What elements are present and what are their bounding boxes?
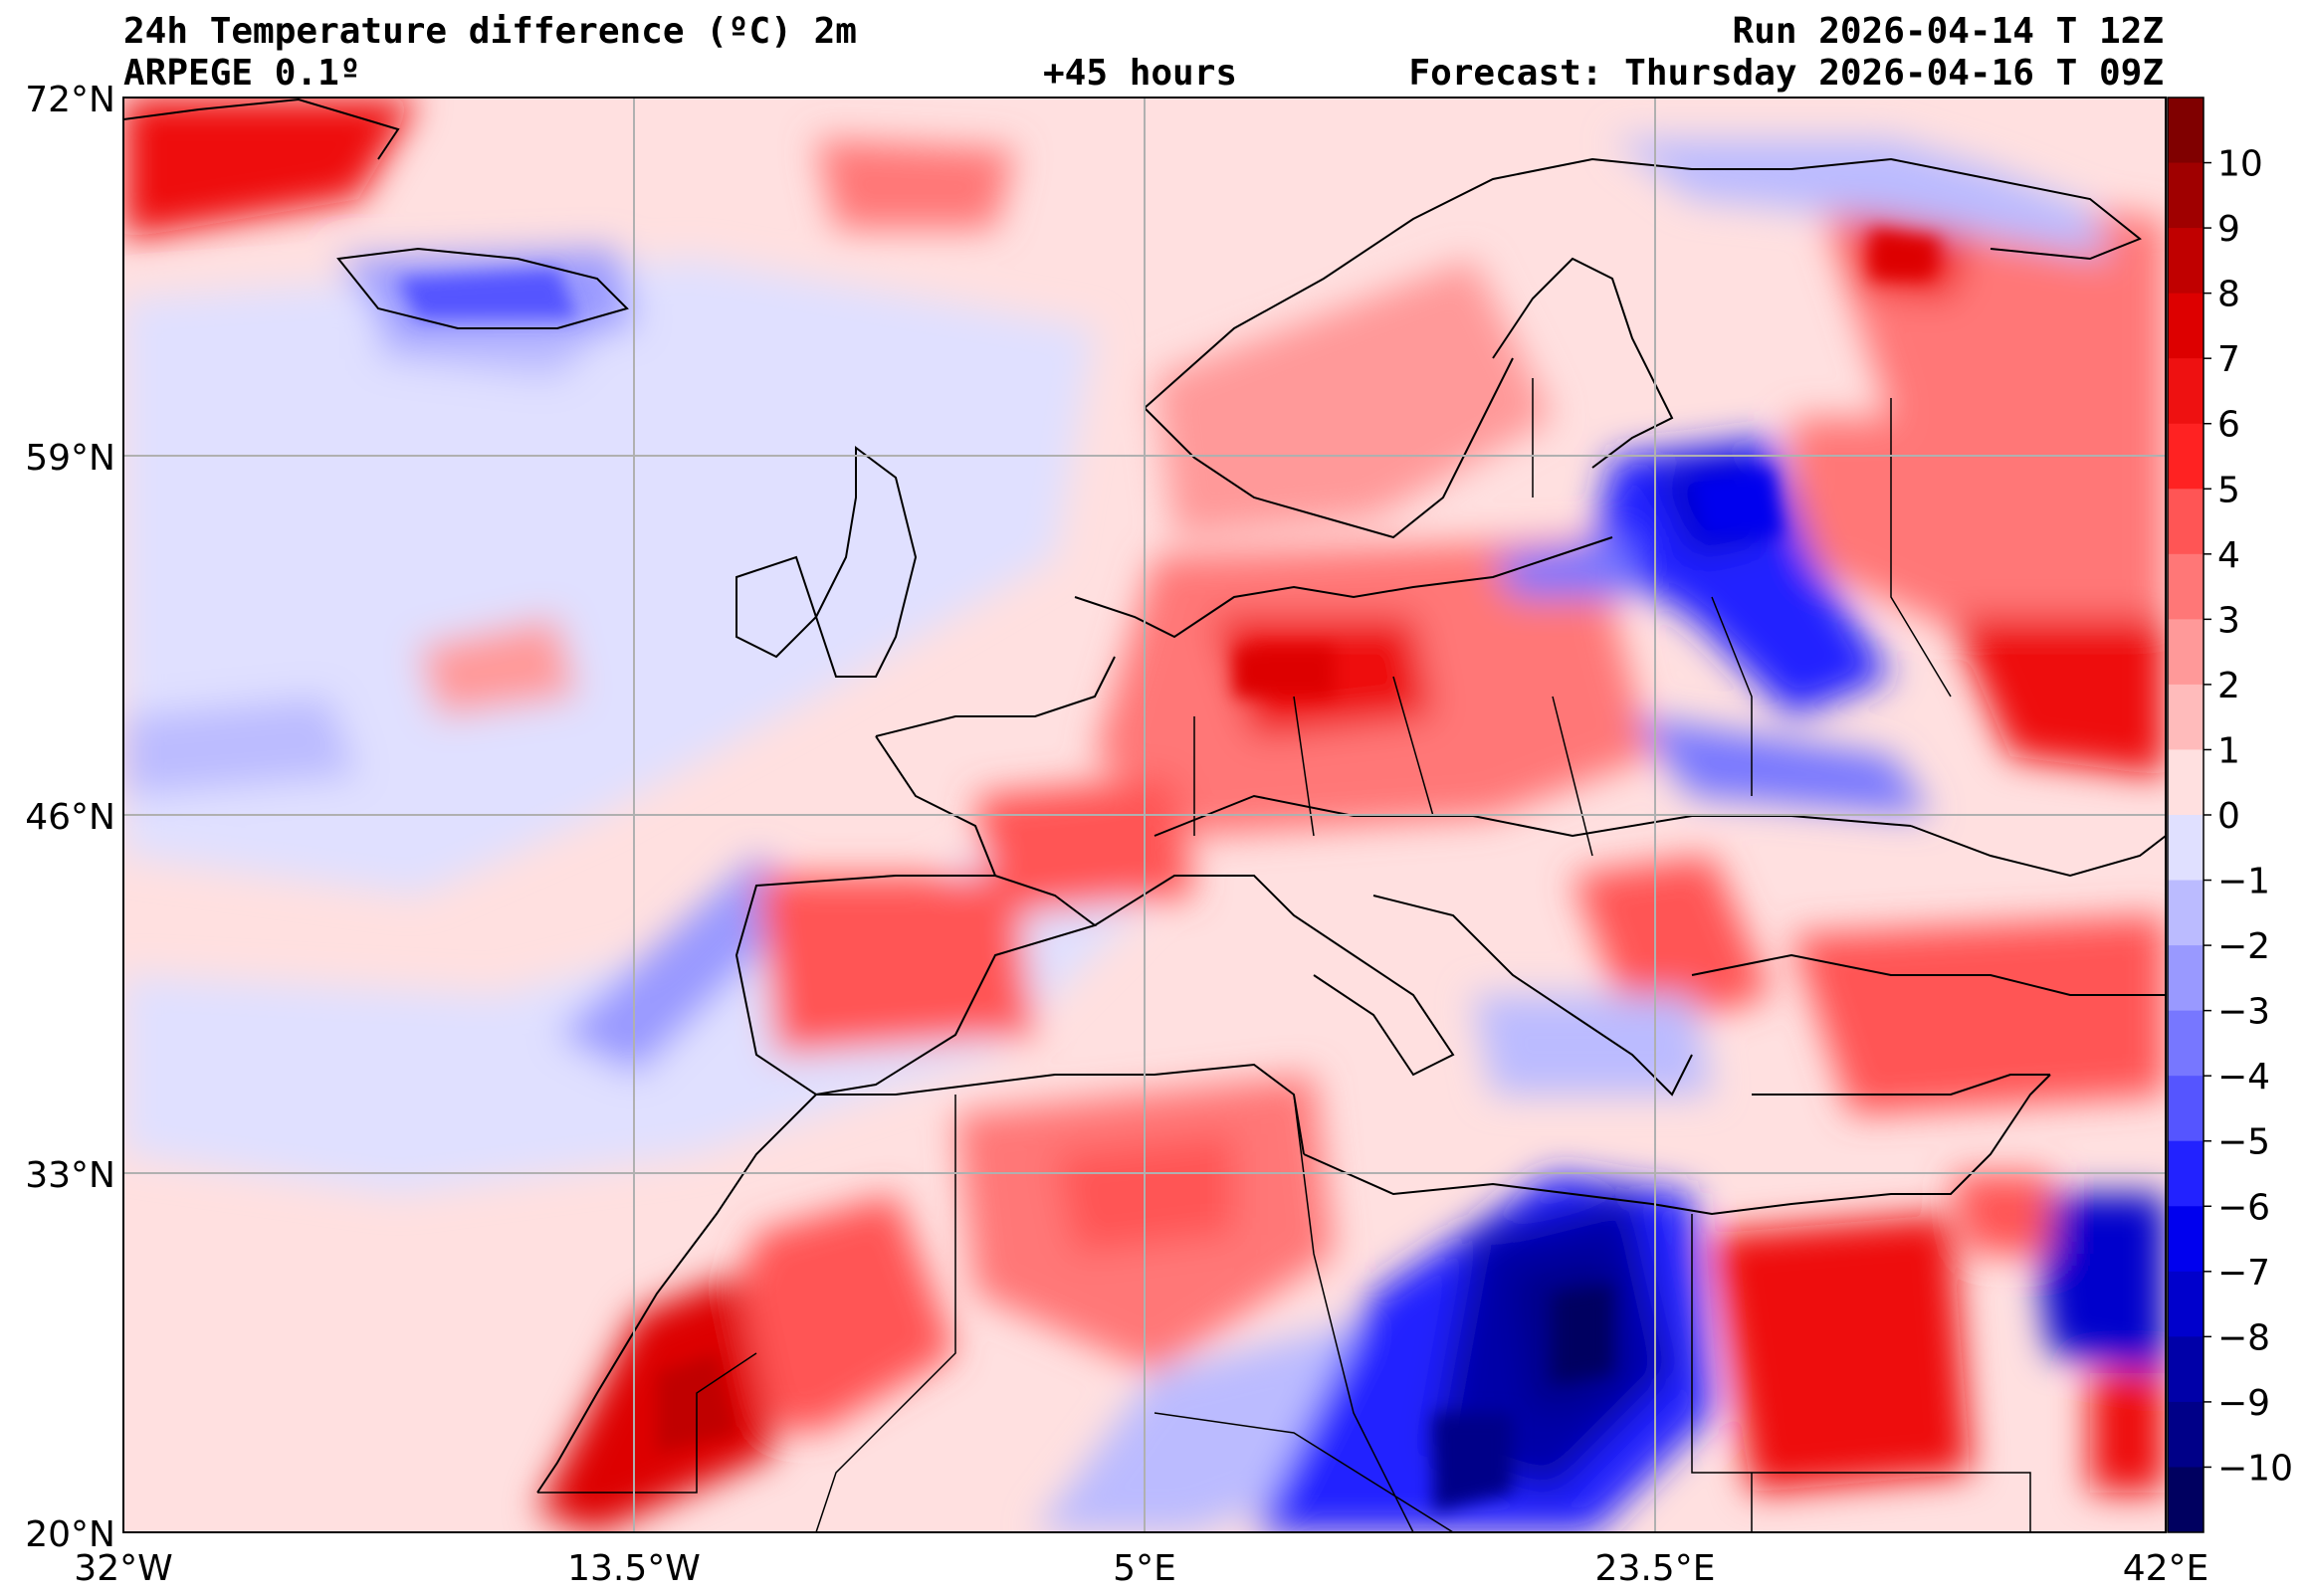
colorbar-label: −8 <box>2217 1317 2270 1358</box>
colorbar-swatch <box>2168 293 2204 359</box>
colorbar-swatch <box>2168 423 2204 490</box>
colorbar-label: −10 <box>2217 1448 2293 1489</box>
map-frame <box>122 97 2167 1533</box>
colorbar-swatch <box>2168 880 2204 946</box>
colorbar-swatch <box>2168 358 2204 425</box>
colorbar-swatch <box>2168 1010 2204 1077</box>
colorbar-label: 10 <box>2217 144 2263 185</box>
colorbar-label: −2 <box>2217 926 2270 967</box>
lon-label-42e: 42°E <box>2123 1548 2209 1589</box>
colorbar-swatch <box>2168 1206 2204 1273</box>
lon-label-5e: 5°E <box>1113 1548 1176 1589</box>
colorbar-swatch <box>2168 1271 2204 1337</box>
colorbar-swatch <box>2168 684 2204 750</box>
model-label: ARPEGE 0.1º <box>123 53 361 94</box>
lon-label-13-5w: 13.5°W <box>567 1548 701 1589</box>
colorbar-swatch <box>2168 162 2204 229</box>
colorbar-label: 4 <box>2217 535 2240 576</box>
colorbar-label: −5 <box>2217 1122 2270 1163</box>
colorbar-label: 5 <box>2217 470 2240 510</box>
gridlines <box>123 98 2166 1532</box>
colorbar-label: −3 <box>2217 992 2270 1033</box>
colorbar-label: −9 <box>2217 1383 2270 1424</box>
colorbar-label: 8 <box>2217 275 2240 315</box>
colorbar-label: 1 <box>2217 730 2240 771</box>
colorbar-label: −6 <box>2217 1187 2270 1228</box>
colorbar-swatch <box>2168 815 2204 882</box>
colorbar-swatch <box>2168 749 2204 816</box>
colorbar-label: −4 <box>2217 1057 2270 1097</box>
lat-label-46: 46°N <box>25 797 115 838</box>
colorbar-label: 0 <box>2217 796 2240 837</box>
colorbar-label: 9 <box>2217 209 2240 250</box>
colorbar-swatch <box>2168 553 2204 620</box>
colorbar-label: 3 <box>2217 600 2240 641</box>
colorbar-swatch <box>2168 1336 2204 1403</box>
map-title: 24h Temperature difference (ºC) 2m <box>123 11 857 52</box>
colorbar-label: −1 <box>2217 862 2270 902</box>
colorbar-swatch <box>2168 1467 2204 1533</box>
lon-label-23-5e: 23.5°E <box>1595 1548 1716 1589</box>
colorbar-swatch <box>2168 1076 2204 1142</box>
lat-label-20: 20°N <box>25 1514 115 1555</box>
detail-blobs <box>398 229 1941 1512</box>
colorbar-swatch <box>2168 1140 2204 1207</box>
colorbar-label: 6 <box>2217 405 2240 446</box>
colorbar-label: 7 <box>2217 339 2240 380</box>
colorbar-label: 2 <box>2217 666 2240 706</box>
colorbar-swatch <box>2168 489 2204 555</box>
colorbar-swatch <box>2168 98 2204 164</box>
run-label: Run 2026-04-14 T 12Z <box>1732 11 2164 52</box>
lat-label-72: 72°N <box>25 80 115 120</box>
colorbar-swatch <box>2168 1401 2204 1468</box>
lon-label-32w: 32°W <box>74 1548 172 1589</box>
colorbar-swatch <box>2168 945 2204 1012</box>
forecast-label: Forecast: Thursday 2026-04-16 T 09Z <box>1408 53 2164 94</box>
colorbar-swatch <box>2168 619 2204 686</box>
lead-time-label: +45 hours <box>1043 53 1238 94</box>
colorbar-swatch <box>2168 228 2204 295</box>
colorbar-label: −7 <box>2217 1253 2270 1294</box>
coastlines <box>123 98 2166 1494</box>
lat-label-59: 59°N <box>25 438 115 479</box>
lat-label-33: 33°N <box>25 1155 115 1196</box>
